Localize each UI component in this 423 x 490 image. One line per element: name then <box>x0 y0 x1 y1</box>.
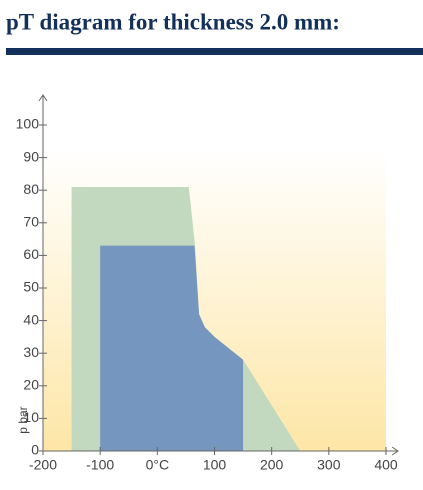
y-tick-label: 80 <box>23 181 39 197</box>
y-tick-label: 30 <box>23 344 39 360</box>
y-tick-label: 70 <box>23 214 39 230</box>
y-axis-label: p bar <box>16 406 30 433</box>
x-tick-label: -100 <box>86 457 114 473</box>
y-tick-label: 90 <box>23 148 39 164</box>
y-tick-label: 60 <box>23 246 39 262</box>
y-tick-label: 50 <box>23 279 39 295</box>
y-tick-label: 100 <box>16 116 40 132</box>
y-tick-label: 40 <box>23 311 39 327</box>
y-tick-label: 10 <box>23 409 39 425</box>
x-tick-label: 400 <box>374 457 398 473</box>
x-tick-label: 300 <box>317 457 341 473</box>
x-tick-label: 100 <box>203 457 227 473</box>
x-tick-label: 200 <box>260 457 284 473</box>
area <box>100 245 244 451</box>
y-tick-label: 20 <box>23 377 39 393</box>
x-axis-arrow <box>391 446 399 456</box>
x-tick-label: -200 <box>29 457 57 473</box>
x-tick-label: 0°C <box>146 457 170 473</box>
y-tick-label: 0 <box>31 442 39 458</box>
title-rule <box>6 48 423 55</box>
chart-title: pT diagram for thickness 2.0 mm: <box>6 9 340 34</box>
y-axis-arrow <box>38 94 48 102</box>
